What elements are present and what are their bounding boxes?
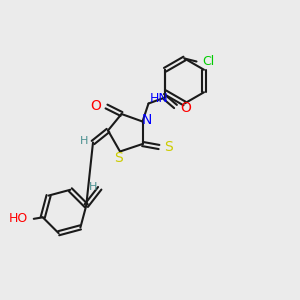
Text: S: S	[164, 140, 173, 154]
Text: H: H	[89, 182, 97, 192]
Text: N: N	[142, 113, 152, 127]
Text: S: S	[114, 151, 123, 165]
Text: H: H	[80, 136, 88, 146]
Text: Cl: Cl	[202, 55, 215, 68]
Text: HN: HN	[150, 92, 169, 105]
Text: HO: HO	[9, 212, 28, 225]
Text: O: O	[180, 101, 191, 115]
Text: O: O	[90, 100, 101, 113]
